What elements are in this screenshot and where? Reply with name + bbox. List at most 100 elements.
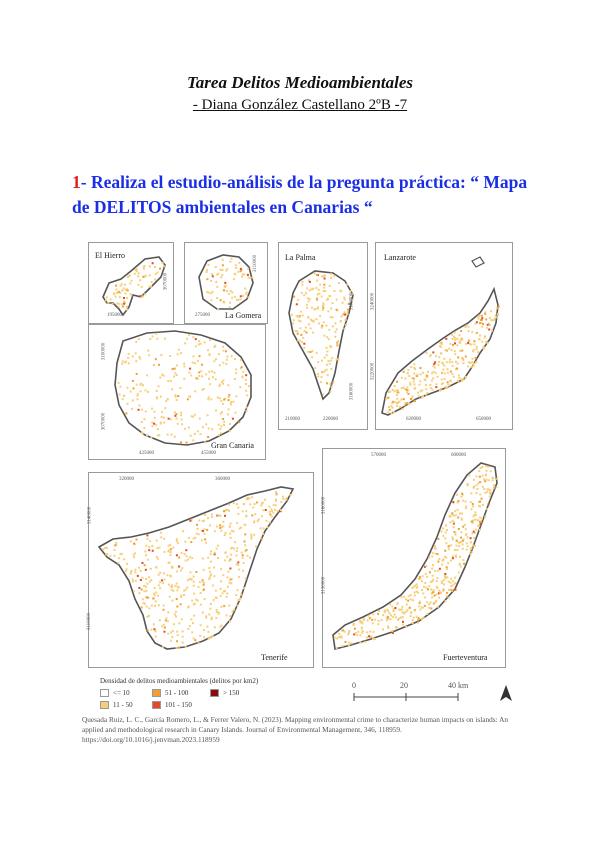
density-cell bbox=[192, 622, 194, 625]
density-cell bbox=[109, 298, 112, 301]
density-cell bbox=[241, 376, 244, 379]
density-cell bbox=[323, 334, 326, 337]
density-cell bbox=[279, 510, 282, 513]
density-cell bbox=[343, 298, 346, 301]
density-cell bbox=[432, 370, 435, 373]
density-cell bbox=[316, 293, 319, 296]
density-cell bbox=[411, 619, 414, 622]
density-cell bbox=[305, 303, 308, 306]
density-cell bbox=[432, 578, 435, 581]
density-cell bbox=[121, 289, 124, 292]
density-cell bbox=[162, 416, 165, 419]
density-cell bbox=[453, 548, 456, 551]
density-cell bbox=[446, 382, 449, 385]
density-cell bbox=[231, 417, 234, 420]
lanzarote-tick-x2: 650000 bbox=[476, 417, 491, 422]
density-cell bbox=[184, 559, 187, 562]
density-cell bbox=[209, 574, 212, 577]
density-cell bbox=[198, 371, 201, 374]
density-cell bbox=[217, 612, 220, 615]
density-cell bbox=[155, 423, 158, 426]
density-cell bbox=[155, 591, 158, 594]
density-cell bbox=[161, 625, 164, 628]
density-cell bbox=[305, 292, 307, 295]
density-cell bbox=[396, 391, 399, 394]
la-palma-label: La Palma bbox=[285, 253, 316, 262]
density-cell bbox=[481, 504, 484, 506]
density-cell bbox=[322, 306, 325, 309]
density-cell bbox=[239, 386, 242, 389]
density-cell bbox=[210, 279, 212, 282]
density-cell bbox=[325, 354, 328, 357]
density-cell bbox=[372, 613, 375, 616]
north-arrow-icon bbox=[500, 685, 512, 701]
density-cell bbox=[395, 616, 398, 619]
density-cell bbox=[236, 589, 239, 592]
density-cell bbox=[481, 340, 484, 343]
gran-canaria-shape bbox=[114, 330, 252, 446]
density-cell bbox=[468, 342, 471, 345]
la-palma-tick-y1: 3180000 bbox=[349, 292, 355, 311]
density-cell bbox=[472, 515, 475, 518]
density-cell bbox=[249, 503, 252, 506]
density-cell bbox=[484, 335, 487, 338]
density-cell bbox=[385, 619, 388, 622]
density-cell bbox=[245, 291, 248, 294]
density-cell bbox=[141, 562, 144, 564]
density-cell bbox=[215, 611, 218, 613]
density-cell bbox=[189, 434, 192, 437]
density-cell bbox=[467, 341, 470, 344]
density-cell bbox=[348, 641, 351, 644]
density-cell bbox=[148, 614, 150, 617]
density-cell bbox=[220, 432, 223, 435]
density-cell bbox=[187, 627, 190, 630]
density-cell bbox=[409, 383, 412, 386]
density-cell bbox=[126, 308, 128, 311]
density-cell bbox=[412, 377, 415, 380]
density-cell bbox=[455, 360, 457, 363]
density-cell bbox=[147, 596, 149, 599]
density-cell bbox=[319, 314, 322, 317]
density-cell bbox=[146, 615, 149, 618]
density-cell bbox=[344, 641, 347, 643]
density-cell bbox=[419, 578, 422, 580]
density-cell bbox=[340, 635, 343, 638]
density-cell bbox=[148, 607, 151, 610]
density-cell bbox=[452, 335, 455, 338]
density-cell bbox=[253, 521, 256, 524]
density-cell bbox=[451, 337, 454, 340]
density-cell bbox=[174, 395, 177, 398]
density-cell bbox=[242, 569, 244, 572]
density-cell bbox=[104, 547, 107, 549]
density-cell bbox=[123, 300, 126, 303]
density-cell bbox=[440, 582, 443, 585]
density-cell bbox=[488, 495, 491, 498]
density-cell bbox=[433, 363, 436, 365]
density-cell bbox=[345, 283, 348, 286]
density-cell bbox=[484, 311, 487, 314]
el-hierro-shape bbox=[102, 256, 166, 317]
density-cell bbox=[244, 550, 247, 553]
density-cell bbox=[465, 542, 468, 545]
density-cell bbox=[221, 592, 224, 595]
density-cell bbox=[195, 571, 198, 573]
density-cell bbox=[148, 576, 150, 579]
density-cell bbox=[192, 584, 195, 587]
gran-canaria-tick-y2: 3070000 bbox=[101, 412, 107, 431]
density-cell bbox=[300, 291, 303, 294]
density-cell bbox=[149, 540, 152, 543]
density-cell bbox=[159, 395, 162, 398]
density-cell bbox=[192, 580, 195, 583]
density-cell bbox=[129, 540, 132, 543]
density-cell bbox=[175, 399, 178, 401]
density-cell bbox=[123, 394, 126, 397]
density-cell bbox=[329, 345, 332, 347]
density-cell bbox=[148, 285, 151, 288]
density-cell bbox=[440, 530, 443, 533]
density-cell bbox=[450, 585, 453, 588]
density-cell bbox=[486, 323, 489, 326]
density-cell bbox=[346, 311, 349, 314]
density-cell bbox=[309, 327, 312, 330]
density-cell bbox=[244, 533, 247, 536]
density-cell bbox=[102, 548, 105, 551]
